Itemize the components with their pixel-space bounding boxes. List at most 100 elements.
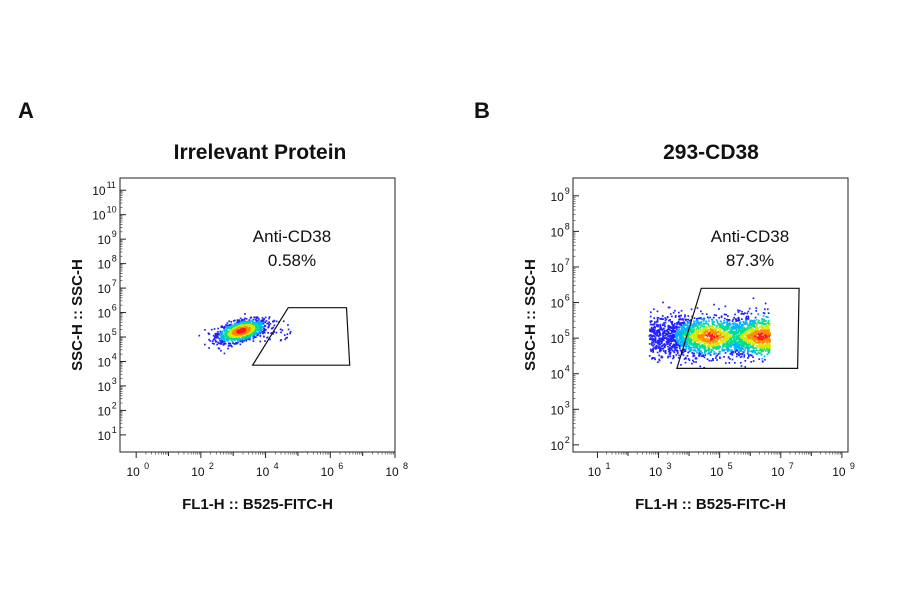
event-dot [767, 343, 769, 345]
event-dot [700, 310, 702, 313]
event-dot [689, 331, 691, 333]
event-dot [689, 338, 692, 341]
event-dot [693, 338, 696, 341]
event-dot [756, 333, 758, 336]
event-dot [713, 328, 716, 331]
event-dot [738, 340, 741, 342]
event-dot [230, 338, 233, 341]
event-dot [653, 331, 656, 333]
event-dot [734, 328, 737, 330]
event-dot [719, 339, 722, 342]
event-dot [708, 345, 711, 348]
event-dot [649, 328, 651, 331]
x-tick-exponent: 6 [338, 461, 343, 471]
event-dot [749, 346, 752, 349]
event-dot [698, 350, 701, 353]
event-dot [668, 325, 671, 328]
event-dot [704, 339, 706, 342]
event-dot [702, 337, 705, 340]
event-dot [750, 345, 753, 348]
event-dot [740, 334, 743, 337]
event-dot [671, 327, 674, 330]
event-dot [669, 355, 672, 358]
event-dot [737, 311, 740, 313]
event-dot [228, 337, 230, 340]
event-dot [739, 356, 742, 359]
event-dot [717, 353, 720, 355]
event-dot [739, 325, 742, 328]
event-dot [768, 343, 770, 346]
event-dot [767, 339, 770, 342]
event-dot [752, 338, 755, 341]
event-dot [680, 340, 683, 343]
event-dot [761, 342, 763, 345]
event-dot [751, 322, 754, 325]
event-dot [742, 324, 744, 327]
event-dot [675, 325, 678, 328]
event-dot [711, 335, 714, 338]
event-dot [656, 344, 658, 347]
event-dot [654, 333, 657, 335]
event-dot [250, 320, 253, 323]
event-dot [234, 323, 237, 325]
event-dot [650, 349, 653, 352]
event-dot [713, 342, 716, 345]
event-dot [651, 323, 654, 326]
event-dot [279, 339, 282, 342]
event-dot [247, 330, 249, 333]
event-dot [748, 333, 751, 336]
event-dot [651, 341, 653, 343]
event-dot [749, 343, 751, 345]
event-dot [763, 340, 766, 343]
event-dot [707, 325, 710, 327]
event-dot [715, 333, 718, 336]
event-dot [649, 338, 651, 341]
event-dot [655, 347, 658, 350]
event-dot [727, 347, 730, 350]
event-dot [671, 326, 673, 329]
event-dot [673, 331, 676, 333]
event-dot [662, 318, 664, 320]
event-dot [275, 320, 278, 323]
event-dot [655, 323, 658, 326]
event-dot [757, 330, 759, 333]
event-dot [757, 337, 759, 340]
event-dot [229, 342, 232, 345]
event-dot [684, 356, 687, 359]
event-dot [741, 341, 743, 343]
event-dot [741, 310, 743, 313]
event-dot [710, 336, 712, 339]
event-dot [708, 351, 710, 354]
event-dot [258, 331, 261, 333]
event-dot [706, 316, 709, 319]
event-dot [676, 335, 679, 337]
event-dot [723, 320, 725, 322]
event-dot [752, 344, 754, 347]
event-dot [708, 340, 710, 343]
event-dot [673, 336, 676, 338]
event-dot [745, 337, 748, 340]
event-dot [686, 323, 689, 325]
event-dot [217, 341, 219, 344]
event-dot [752, 347, 755, 350]
event-dot [240, 330, 243, 332]
event-dot [257, 321, 259, 324]
event-dot [669, 325, 672, 328]
event-dot [244, 313, 246, 315]
event-dot [656, 325, 658, 327]
event-dot [228, 332, 231, 335]
event-dot [654, 348, 657, 350]
event-dot [755, 330, 758, 333]
event-dot [248, 333, 251, 336]
event-dot [734, 348, 736, 351]
event-dot [702, 355, 705, 357]
event-dot [749, 354, 752, 356]
event-dot [735, 349, 737, 352]
event-dot [739, 338, 741, 341]
event-dot [216, 335, 219, 337]
event-dot [251, 331, 253, 334]
event-dot [731, 354, 734, 356]
event-dot [695, 343, 698, 345]
event-dot [687, 345, 690, 347]
event-dot [251, 322, 254, 325]
